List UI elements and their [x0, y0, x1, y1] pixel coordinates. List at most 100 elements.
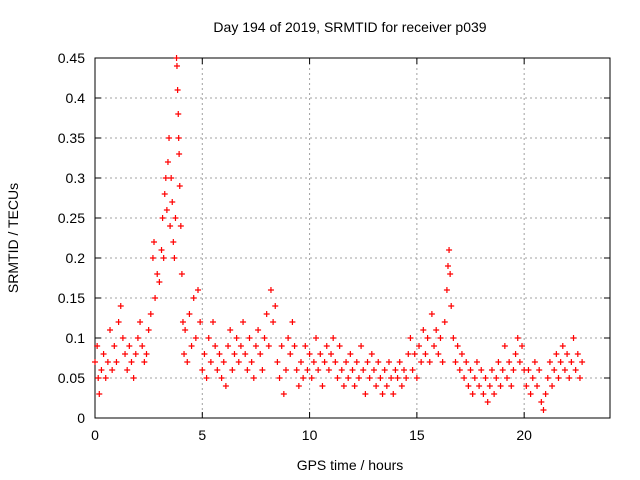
data-point [551, 367, 558, 373]
data-point [229, 367, 236, 373]
data-point [156, 279, 163, 285]
data-point [516, 359, 523, 365]
data-point [362, 391, 369, 397]
data-point [235, 359, 242, 365]
data-point [285, 335, 292, 341]
data-point [267, 287, 274, 293]
data-point [338, 367, 345, 373]
data-point [355, 375, 362, 381]
data-point [529, 375, 536, 381]
data-point [177, 223, 184, 229]
x-tick-label: 10 [302, 427, 318, 443]
data-point [308, 375, 315, 381]
data-point [396, 359, 403, 365]
data-point [289, 319, 296, 325]
data-point [343, 359, 350, 365]
data-point [497, 383, 504, 389]
data-point [553, 351, 560, 357]
data-point [149, 255, 156, 261]
data-point [403, 375, 410, 381]
data-point [536, 367, 543, 373]
data-point [411, 351, 418, 357]
data-point [310, 359, 317, 365]
data-point [143, 351, 150, 357]
data-point [463, 359, 470, 365]
data-point [559, 343, 566, 349]
data-point [171, 255, 178, 261]
data-point [176, 183, 183, 189]
data-point [454, 343, 461, 349]
data-point [280, 391, 287, 397]
data-point [345, 375, 352, 381]
data-point [306, 351, 313, 357]
chart-title: Day 194 of 2019, SRMTID for receiver p03… [213, 19, 486, 35]
data-point [527, 391, 534, 397]
data-point [426, 359, 433, 365]
data-point [154, 271, 161, 277]
data-point [216, 351, 223, 357]
y-tick-label: 0.4 [66, 90, 86, 106]
data-point [102, 375, 109, 381]
data-point [531, 359, 538, 365]
data-point [179, 319, 186, 325]
data-point [100, 351, 107, 357]
data-point [113, 359, 120, 365]
data-point [282, 367, 289, 373]
data-point [407, 335, 414, 341]
data-point [174, 87, 181, 93]
y-tick-label: 0.2 [66, 250, 86, 266]
x-tick-label: 0 [91, 427, 99, 443]
data-point [132, 351, 139, 357]
data-point [124, 367, 131, 373]
data-point [227, 327, 234, 333]
tick-labels: 0 0.05 0.1 0.15 0.2 0.25 0.3 0.35 0.4 0.45 0 5 10 15 2… [58, 50, 532, 443]
data-point [205, 335, 212, 341]
data-point [96, 391, 103, 397]
data-point [152, 295, 159, 301]
data-point [122, 351, 129, 357]
grid [95, 58, 610, 418]
data-point [192, 335, 199, 341]
data-point [381, 367, 388, 373]
data-point [163, 207, 170, 213]
data-point [328, 351, 335, 357]
data-point [441, 319, 448, 325]
y-tick-label: 0.05 [58, 370, 85, 386]
data-point [377, 375, 384, 381]
data-point [259, 367, 266, 373]
data-point [159, 215, 166, 221]
data-point [119, 335, 126, 341]
data-point [409, 367, 416, 373]
data-point [145, 327, 152, 333]
data-point [353, 359, 360, 365]
data-point [304, 367, 311, 373]
data-point [321, 359, 328, 365]
data-point [542, 391, 549, 397]
y-tick-label: 0.1 [66, 330, 86, 346]
data-point [446, 247, 453, 253]
data-point [295, 383, 302, 389]
data-point [364, 359, 371, 365]
data-point [450, 335, 457, 341]
data-point [398, 383, 405, 389]
data-point [561, 367, 568, 373]
data-point [214, 367, 221, 373]
data-point [452, 359, 459, 365]
data-point [233, 335, 240, 341]
data-point [115, 319, 122, 325]
x-tick-label: 5 [198, 427, 206, 443]
data-point [388, 375, 395, 381]
data-point [469, 391, 476, 397]
data-point [499, 367, 506, 373]
data-point [212, 343, 219, 349]
data-point [168, 175, 175, 181]
data-point [512, 351, 519, 357]
data-point [579, 359, 586, 365]
data-point [368, 351, 375, 357]
data-point [458, 351, 465, 357]
data-point [300, 375, 307, 381]
data-point [420, 327, 427, 333]
data-point [109, 367, 116, 373]
data-point [401, 367, 407, 373]
data-point [104, 359, 111, 365]
